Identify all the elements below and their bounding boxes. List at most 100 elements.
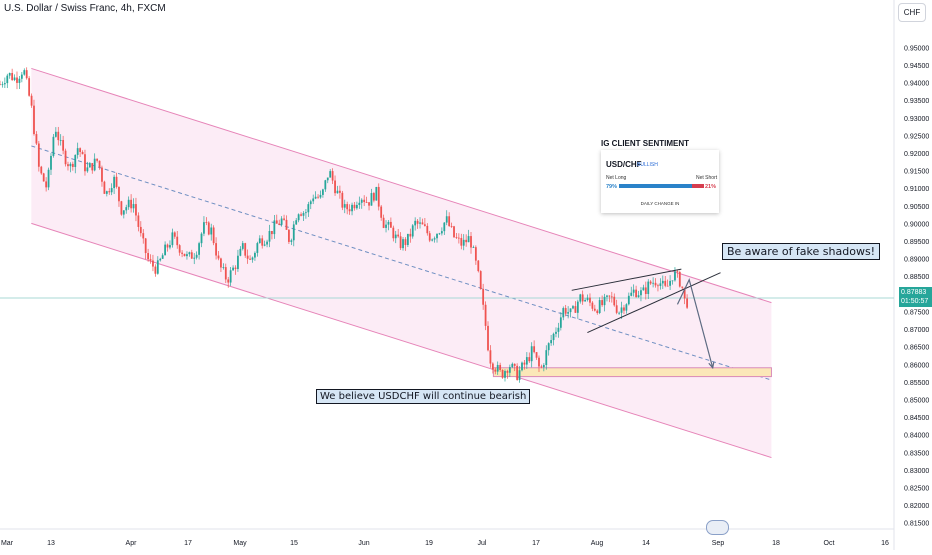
support-zone bbox=[492, 367, 772, 378]
candle-body bbox=[625, 304, 628, 311]
price-tick-label: 0.87500 bbox=[904, 309, 929, 316]
candle-body bbox=[511, 363, 514, 368]
candle-body bbox=[613, 296, 616, 306]
candle-body bbox=[652, 282, 654, 284]
candle-body bbox=[637, 295, 640, 298]
candle-body bbox=[491, 363, 494, 370]
candle-body bbox=[533, 346, 536, 353]
candle-body bbox=[681, 286, 684, 288]
time-axis[interactable]: Mar 13 Apr 17 May 15 Jun 19 Jul 17 Aug 14 Sep 18 Oct 16 bbox=[1, 540, 889, 547]
candle-body bbox=[521, 362, 523, 371]
candle-body bbox=[57, 131, 60, 141]
candle-body bbox=[657, 285, 659, 287]
candle-body bbox=[632, 289, 635, 293]
candle-body bbox=[103, 181, 106, 194]
wedge-upper-line bbox=[571, 268, 682, 291]
currency-button[interactable]: CHF bbox=[898, 3, 926, 22]
candle-body bbox=[559, 317, 562, 328]
candle-body bbox=[540, 366, 543, 368]
candle-body bbox=[623, 307, 625, 311]
candle-body bbox=[101, 167, 103, 182]
candle-body bbox=[309, 201, 312, 205]
candle-body bbox=[516, 365, 519, 380]
candle-body bbox=[678, 271, 681, 287]
candle-body bbox=[122, 210, 125, 215]
candle-body bbox=[385, 224, 387, 228]
price-axis[interactable]: 0.95000 0.94500 0.94000 0.93500 0.93000 0.925… bbox=[904, 45, 929, 527]
candle-body bbox=[389, 221, 392, 228]
price-tick-label: 0.86000 bbox=[904, 362, 929, 369]
price-tick-label: 0.92000 bbox=[904, 151, 929, 158]
candle-body bbox=[428, 233, 431, 241]
candle-body bbox=[462, 239, 465, 246]
candle-body bbox=[436, 233, 438, 239]
candle-body bbox=[610, 296, 613, 298]
candle-body bbox=[666, 285, 669, 287]
ig-bias-badge: BULLISH bbox=[637, 162, 658, 168]
candle-body bbox=[506, 371, 509, 373]
candle-body bbox=[169, 245, 171, 248]
economic-events-icon[interactable] bbox=[706, 520, 729, 535]
candle-body bbox=[377, 186, 380, 207]
price-tick-label: 0.93500 bbox=[904, 98, 929, 105]
candle-body bbox=[326, 177, 329, 181]
candle-body bbox=[635, 289, 638, 298]
candle-body bbox=[28, 78, 31, 96]
candle-body bbox=[664, 280, 667, 286]
channel-mid-line bbox=[31, 145, 772, 381]
candle-body bbox=[176, 236, 179, 246]
price-tick-label: 0.93000 bbox=[904, 116, 929, 123]
candle-body bbox=[130, 199, 133, 209]
candle-body bbox=[686, 298, 688, 308]
candle-body bbox=[120, 201, 123, 215]
candle-body bbox=[54, 131, 57, 137]
candle-body bbox=[273, 220, 276, 235]
candle-body bbox=[331, 171, 334, 181]
candle-body bbox=[79, 148, 82, 152]
ig-pair-label: USD/CHF bbox=[606, 160, 642, 169]
candle-body bbox=[127, 199, 130, 208]
candle-body bbox=[149, 259, 152, 261]
symbol-title[interactable]: U.S. Dollar / Swiss Franc, 4h, FXCM bbox=[4, 3, 166, 14]
candle-body bbox=[147, 253, 150, 260]
candle-body bbox=[261, 238, 264, 246]
candle-body bbox=[627, 295, 630, 305]
candle-body bbox=[47, 169, 50, 188]
candle-body bbox=[37, 143, 40, 167]
candle-body bbox=[387, 221, 390, 225]
candle-body bbox=[409, 233, 412, 237]
price-tick-label: 0.81500 bbox=[904, 521, 929, 528]
candle-body bbox=[669, 280, 671, 286]
candle-body bbox=[23, 70, 26, 75]
price-tick-label: 0.84500 bbox=[904, 415, 929, 422]
fake-shadows-note[interactable]: Be aware of fake shadows! bbox=[722, 243, 881, 260]
price-tick-label: 0.87000 bbox=[904, 327, 929, 334]
candle-body bbox=[339, 190, 341, 193]
candle-body bbox=[110, 188, 113, 193]
candle-body bbox=[30, 95, 33, 106]
candle-body bbox=[246, 255, 249, 259]
candle-body bbox=[42, 173, 45, 182]
price-tick-label: 0.83500 bbox=[904, 450, 929, 457]
candle-body bbox=[137, 215, 140, 227]
candle-body bbox=[659, 283, 662, 286]
candle-body bbox=[166, 244, 169, 248]
candle-body bbox=[86, 167, 89, 172]
candle-body bbox=[290, 240, 293, 242]
time-tick-label: Apr bbox=[126, 540, 138, 547]
price-tick-label: 0.82000 bbox=[904, 503, 929, 510]
candle-body bbox=[108, 191, 111, 193]
candle-body bbox=[217, 255, 220, 259]
candle-body bbox=[278, 223, 281, 225]
candle-body bbox=[683, 287, 686, 299]
bearish-outlook-note[interactable]: We believe USDCHF will continue bearish bbox=[316, 389, 531, 404]
candle-body bbox=[237, 255, 239, 269]
candle-body bbox=[283, 218, 285, 220]
candle-body bbox=[275, 220, 278, 224]
candle-body bbox=[139, 226, 142, 234]
candle-body bbox=[535, 352, 538, 358]
candle-body bbox=[317, 196, 319, 198]
candle-body bbox=[557, 327, 560, 332]
